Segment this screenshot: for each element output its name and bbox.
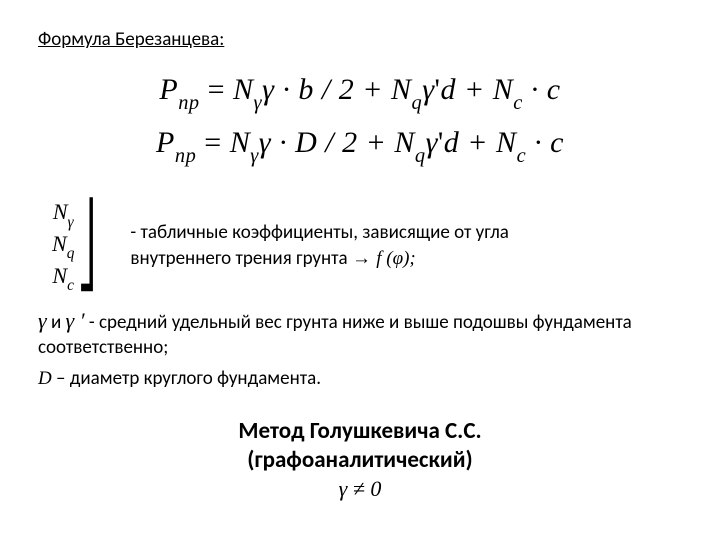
equation-2: Pпр = Nγγ · D / 2 + Nqγ'd + Nc · c: [38, 118, 682, 171]
gamma-description: γ и γ ′ - средний удельный вес грунта ни…: [38, 307, 678, 360]
method-heading-line2: (графоаналитический): [38, 446, 682, 475]
method-heading-condition: γ ≠ 0: [38, 475, 682, 503]
coefficient-symbols: Nγ Nq Nc: [52, 198, 80, 293]
equation-block: Pпр = Nγγ · b / 2 + Nqγ'd + Nc · c Pпр =…: [38, 65, 682, 170]
diameter-description: D – диаметр круглого фундамента.: [38, 367, 678, 392]
method-heading-line1: Метод Голушкевича С.С.: [38, 417, 682, 446]
bracket-icon: ⎦: [78, 207, 96, 285]
page-title: Формула Березанцева:: [38, 28, 682, 51]
equation-1: Pпр = Nγγ · b / 2 + Nqγ'd + Nc · c: [38, 65, 682, 118]
coefficients-row: Nγ Nq Nc ⎦ - табличные коэффициенты, зав…: [52, 198, 682, 293]
method-heading: Метод Голушкевича С.С. (графоаналитическ…: [38, 417, 682, 502]
coefficient-description: - табличные коэффициенты, зависящие от у…: [130, 220, 509, 271]
